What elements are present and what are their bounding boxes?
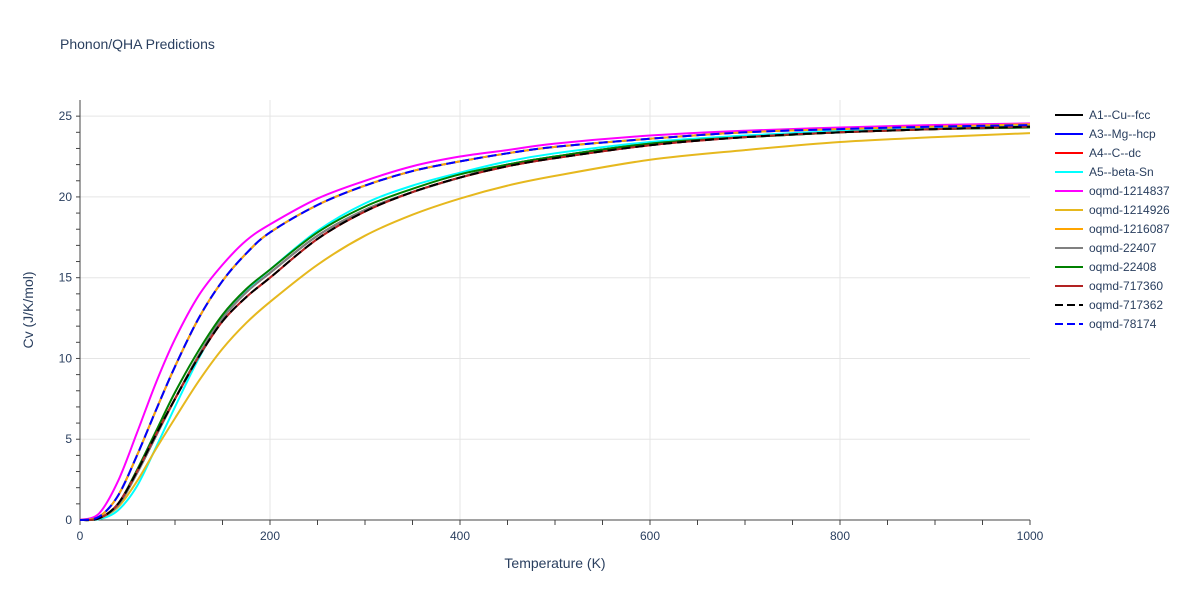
x-axis-title: Temperature (K) xyxy=(504,555,605,571)
series-line-oqmd-1214926 xyxy=(79,132,1031,521)
legend-label: A1--Cu--fcc xyxy=(1089,108,1150,122)
chart-title: Phonon/QHA Predictions xyxy=(60,36,215,52)
legend-item-oqmd-717360[interactable]: oqmd-717360 xyxy=(1055,279,1163,293)
x-tick-label: 400 xyxy=(450,529,470,543)
x-tick-label: 1000 xyxy=(1017,529,1044,543)
grid-lines xyxy=(80,100,1030,520)
series-line-a4-c-dc xyxy=(79,125,1031,522)
y-tick-label: 20 xyxy=(59,190,73,204)
legend-label: oqmd-22407 xyxy=(1089,241,1157,255)
y-axis-title: Cv (J/K/mol) xyxy=(20,272,36,349)
legend-label: oqmd-1214926 xyxy=(1089,203,1170,217)
legend-label: oqmd-78174 xyxy=(1089,317,1157,331)
x-tick-label: 800 xyxy=(830,529,850,543)
legend-item-a1-cu-fcc[interactable]: A1--Cu--fcc xyxy=(1055,108,1150,122)
series-line-oqmd-78174 xyxy=(79,124,1031,521)
x-tick-label: 200 xyxy=(260,529,280,543)
legend-label: A4--C--dc xyxy=(1089,146,1141,160)
tick-labels: 0 200 400 600 800 1000 0 5 10 15 20 25 xyxy=(59,109,1044,543)
legend-label: oqmd-1214837 xyxy=(1089,184,1170,198)
x-tick-label: 600 xyxy=(640,529,660,543)
legend-item-oqmd-22407[interactable]: oqmd-22407 xyxy=(1055,241,1157,255)
y-tick-label: 25 xyxy=(59,109,73,123)
legend-label: oqmd-717362 xyxy=(1089,298,1163,312)
legend-item-a3-mg-hcp[interactable]: A3--Mg--hcp xyxy=(1055,127,1156,141)
legend-label: A3--Mg--hcp xyxy=(1089,127,1156,141)
y-tick-label: 10 xyxy=(59,351,73,365)
legend: A1--Cu--fcc A3--Mg--hcp A4--C--dc A5--beta-… xyxy=(1055,108,1170,331)
legend-label: oqmd-22408 xyxy=(1089,260,1157,274)
y-tick-label: 15 xyxy=(59,271,73,285)
legend-item-oqmd-1216087[interactable]: oqmd-1216087 xyxy=(1055,222,1170,236)
legend-label: A5--beta-Sn xyxy=(1089,165,1154,179)
x-tick-label: 0 xyxy=(77,529,84,543)
legend-item-oqmd-1214837[interactable]: oqmd-1214837 xyxy=(1055,184,1170,198)
legend-item-oqmd-1214926[interactable]: oqmd-1214926 xyxy=(1055,203,1170,217)
series-line-a5-beta-sn xyxy=(79,124,1031,522)
axes xyxy=(76,100,1031,525)
series-line-oqmd-717362 xyxy=(79,125,1031,522)
y-tick-label: 0 xyxy=(65,513,72,527)
legend-item-a5-beta-sn[interactable]: A5--beta-Sn xyxy=(1055,165,1154,179)
legend-item-oqmd-78174[interactable]: oqmd-78174 xyxy=(1055,317,1157,331)
series-line-oqmd-717360 xyxy=(79,125,1031,522)
series-lines xyxy=(79,122,1031,522)
y-tick-label: 5 xyxy=(65,432,72,446)
legend-item-oqmd-22408[interactable]: oqmd-22408 xyxy=(1055,260,1157,274)
series-line-oqmd-1214837 xyxy=(79,122,1031,521)
legend-item-oqmd-717362[interactable]: oqmd-717362 xyxy=(1055,298,1163,312)
series-line-oqmd-22407 xyxy=(79,126,1031,522)
legend-label: oqmd-717360 xyxy=(1089,279,1163,293)
series-line-a1-cu-fcc xyxy=(79,126,1031,522)
series-line-oqmd-22408 xyxy=(79,126,1031,522)
legend-label: oqmd-1216087 xyxy=(1089,222,1170,236)
legend-item-a4-c-dc[interactable]: A4--C--dc xyxy=(1055,146,1141,160)
